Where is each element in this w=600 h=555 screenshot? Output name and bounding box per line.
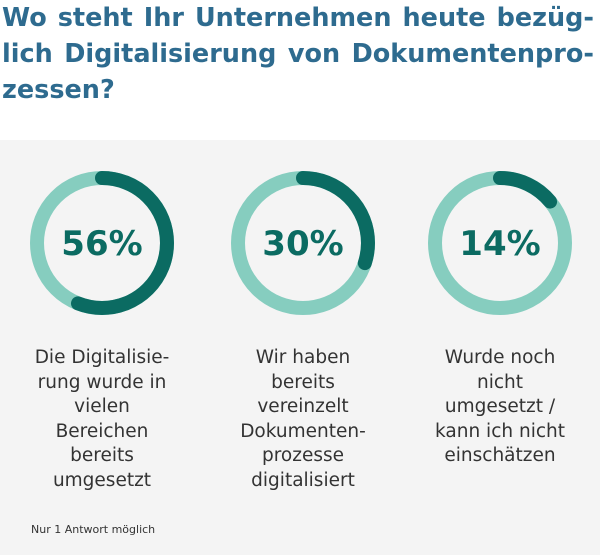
donut-item-1: 56% Die Digitalisie- rung wurde in viele… — [2, 168, 202, 493]
donut-value-label: 14% — [459, 224, 540, 264]
donut-item-2: 30% Wir haben bereits vereinzelt Dokumen… — [203, 168, 403, 493]
donut-ring-value — [428, 171, 572, 315]
donut-ring-value — [30, 171, 174, 315]
donut-value-label: 56% — [61, 224, 142, 264]
donut-chart-2: 30% — [231, 171, 375, 315]
chart-panel — [0, 140, 600, 555]
page-title: Wo steht Ihr Unternehmen heute bezüg­lic… — [2, 3, 594, 105]
donut-label-2: Wir haben bereits vereinzelt Dokumenten-… — [240, 347, 366, 491]
donut-item-3: 14% Wurde noch nicht umgesetzt / kann ic… — [400, 168, 600, 469]
donut-value-label: 30% — [262, 224, 343, 264]
donut-chart-1: 56% — [30, 171, 174, 315]
donut-ring-value — [231, 171, 375, 315]
donut-label-3: Wurde noch nicht umgesetzt / kann ich ni… — [435, 347, 565, 466]
donut-chart-3: 14% — [428, 171, 572, 315]
donut-label-1: Die Digitalisie- rung wurde in vielen Be… — [34, 347, 170, 491]
footnote: Nur 1 Antwort möglich — [31, 523, 156, 536]
